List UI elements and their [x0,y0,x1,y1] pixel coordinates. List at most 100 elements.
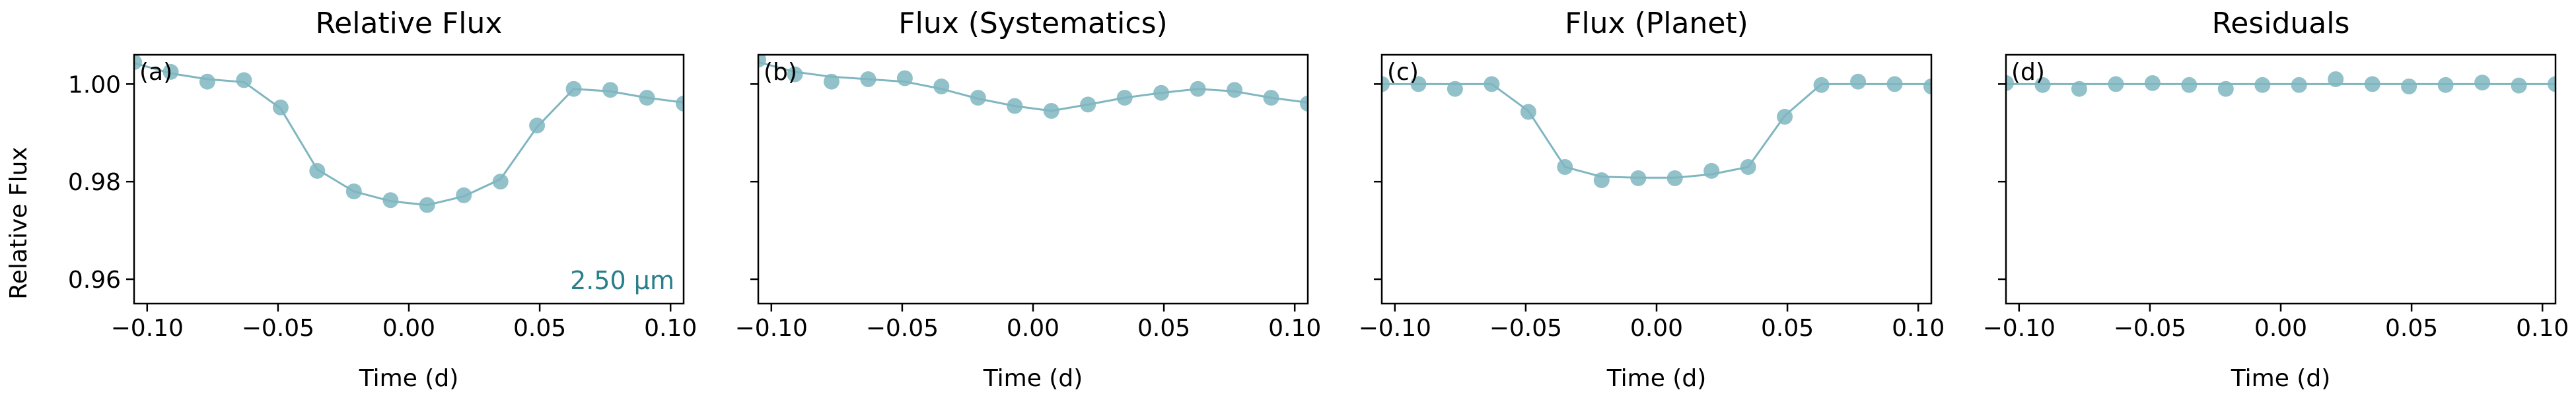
data-point [162,63,179,80]
x-tick-label: 0.05 [1137,315,1190,342]
x-tick-label: 0.05 [2385,315,2438,342]
x-tick-label: −0.05 [866,315,939,342]
panel-letter: (d) [2011,59,2045,86]
data-point [896,70,913,86]
x-tick-label: −0.10 [1359,315,1431,342]
data-point [1813,77,1830,93]
data-point [2006,75,2014,91]
x-tick-label: −0.05 [1489,315,1562,342]
model-line [758,61,1308,112]
data-point [1227,82,1243,98]
x-tick-label: −0.10 [111,315,184,342]
data-point [2254,77,2271,93]
data-point [1153,84,1170,101]
data-point [1080,96,1096,113]
data-point [1382,76,1390,92]
data-point [2144,75,2161,91]
data-layer [2006,71,2556,97]
data-layer [1382,73,1931,188]
data-point [1410,76,1427,92]
model-line [1382,82,1931,179]
data-point [1007,98,1023,114]
x-tick-label: −0.10 [735,315,808,342]
data-point [529,117,546,134]
x-axis-label: Time (d) [359,365,459,392]
panel-title: Residuals [2212,7,2350,40]
panel-title: Relative Flux [316,7,503,40]
data-point [787,66,803,82]
data-point [2328,71,2344,87]
data-point [758,55,766,68]
data-point [134,55,142,71]
data-point [1630,170,1647,186]
data-point [1263,90,1279,106]
panel-title: Flux (Systematics) [898,7,1167,40]
data-point [1777,108,1793,125]
data-point [309,162,326,179]
data-point [1886,76,1903,92]
panel-4: Residuals −0.10 −0.05 0.00 0.05 0.10 Time (d) (… [1983,7,2569,392]
x-tick-label: −0.05 [2114,315,2186,342]
data-point [1520,104,1536,120]
wavelength-annotation: 2.50 µm [570,266,674,295]
data-point [1190,81,1206,97]
panels-group: Relative Flux −0.10 −0.05 0.00 0.05 0.10 0.96 0… [68,7,2569,392]
data-point [236,72,252,88]
data-point [639,90,655,106]
data-point [2474,75,2491,91]
data-point [1740,159,1756,175]
data-point [419,197,435,213]
data-layer [134,55,684,213]
panel-3: Flux (Planet) −0.10 −0.05 0.00 0.05 0.10 Time … [1359,7,1945,392]
panel-title: Flux (Planet) [1565,7,1748,40]
data-point [1557,159,1573,175]
data-point [565,81,582,97]
x-tick-label: 0.00 [2254,315,2307,342]
data-point [2437,77,2454,93]
data-point [2548,76,2556,92]
x-axis-label: Time (d) [2231,365,2331,392]
data-point [2108,76,2124,92]
data-point [2181,77,2198,93]
data-point [2217,81,2234,97]
plot-frame [2005,53,2557,305]
data-point [1850,73,1867,90]
x-tick-label: 0.00 [1007,315,1059,342]
data-point [1447,81,1463,97]
data-point [823,73,840,90]
x-tick-label: 0.10 [644,315,697,342]
data-point [1300,95,1308,112]
shared-y-axis-label: Relative Flux [5,147,32,299]
data-point [2034,77,2051,93]
model-line [134,62,684,207]
data-point [602,82,619,98]
data-point [456,187,472,203]
panel-letter: (a) [139,59,172,86]
x-tick-label: −0.10 [1983,315,2056,342]
data-point [1043,103,1059,119]
x-tick-label: 0.10 [1268,315,1321,342]
data-point [1923,79,1931,94]
data-point [1703,162,1720,179]
data-point [199,73,215,90]
data-point [970,90,986,106]
data-point [272,99,289,116]
x-axis-label: Time (d) [983,365,1083,392]
data-point [1593,172,1610,188]
plot-frame [1380,53,1933,305]
panel-1: Relative Flux −0.10 −0.05 0.00 0.05 0.10 0.96 0… [68,7,697,392]
panel-letter: (b) [764,59,797,86]
x-tick-label: −0.05 [242,315,314,342]
x-tick-label: 0.10 [1892,315,1945,342]
data-point [1484,76,1500,92]
x-axis-label: Time (d) [1606,365,1707,392]
data-point [1666,170,1683,186]
y-tick-label: 0.96 [68,267,121,294]
data-point [2364,76,2380,92]
y-tick-label: 0.98 [68,169,121,196]
x-tick-label: 0.05 [1761,315,1814,342]
x-tick-label: 0.05 [513,315,566,342]
data-point [382,192,399,209]
data-point [933,79,950,94]
